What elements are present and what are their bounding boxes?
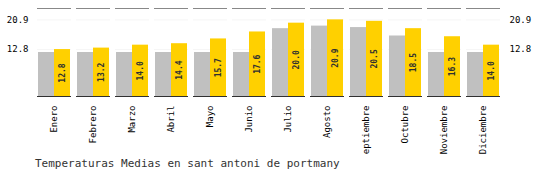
svg-text:Julio: Julio [283, 106, 293, 133]
svg-text:20.9: 20.9 [7, 15, 29, 25]
svg-text:Enero: Enero [49, 106, 59, 133]
html-text:Temperaturas Medias en sant an: Temperaturas Medias en sant antoni de po… [35, 157, 340, 170]
svg-text:16.3: 16.3 [448, 57, 457, 76]
svg-text:12.8: 12.8 [510, 44, 532, 54]
svg-text:17.6: 17.6 [253, 54, 262, 73]
svg-text:Junio: Junio [244, 106, 254, 133]
svg-text:Octubre: Octubre [400, 106, 410, 144]
svg-text:13.2: 13.2 [97, 62, 106, 81]
svg-text:14.0: 14.0 [136, 61, 145, 80]
svg-text:Febrero: Febrero [88, 106, 98, 144]
svg-text:20.9: 20.9 [331, 48, 340, 67]
svg-text:20.5: 20.5 [370, 49, 379, 68]
svg-text:Marzo: Marzo [127, 106, 137, 133]
svg-text:12.8: 12.8 [7, 44, 29, 54]
svg-text:14.4: 14.4 [175, 60, 184, 79]
svg-text:Agosto: Agosto [322, 106, 332, 139]
svg-text:15.7: 15.7 [214, 58, 223, 77]
svg-text:Diciembre: Diciembre [478, 106, 488, 155]
svg-text:Noviembre: Noviembre [439, 106, 449, 155]
svg-text:20.9: 20.9 [510, 15, 532, 25]
svg-text:12.8: 12.8 [58, 63, 67, 82]
svg-text:Mayo: Mayo [205, 106, 215, 128]
svg-text:18.5: 18.5 [409, 53, 418, 72]
svg-text:Abril: Abril [166, 106, 176, 133]
svg-text:14.0: 14.0 [487, 61, 496, 80]
svg-text:Septiembre: Septiembre [361, 106, 371, 155]
svg-text:20.0: 20.0 [292, 50, 301, 69]
